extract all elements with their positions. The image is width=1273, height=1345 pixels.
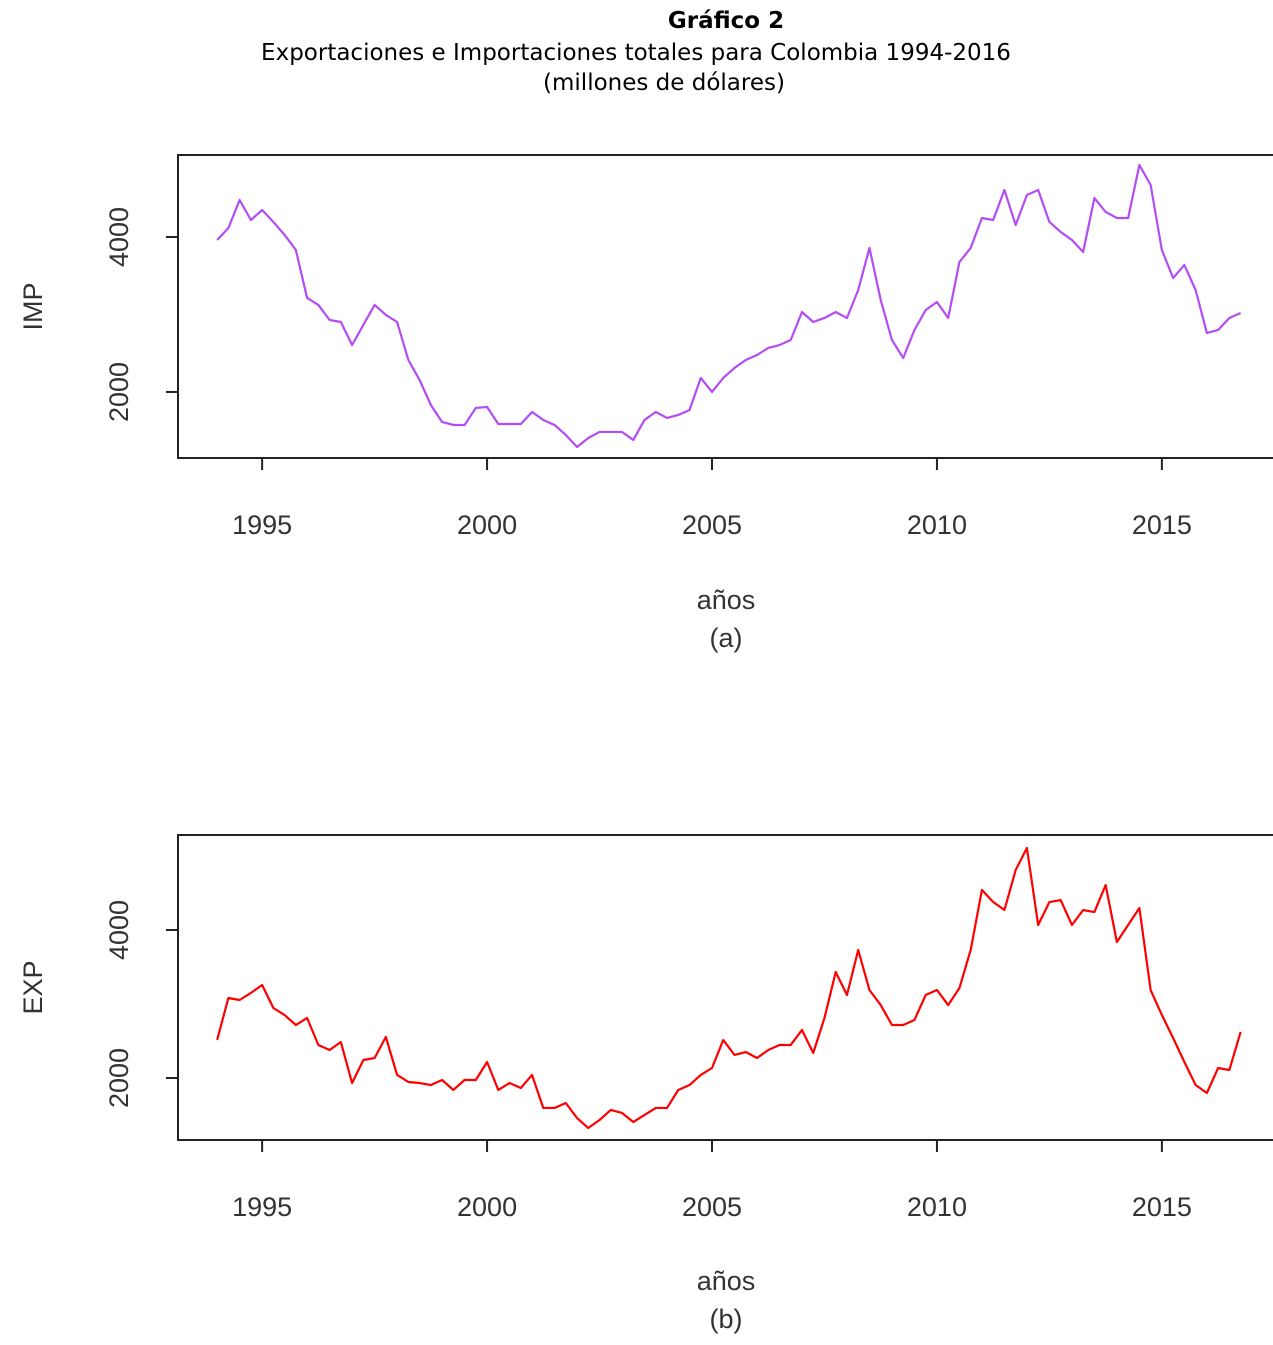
y-tick-label: 2000 — [104, 1048, 134, 1108]
x-axis-label: años — [697, 1266, 756, 1296]
x-tick-label: 2010 — [907, 510, 967, 540]
figure-subtitle: Exportaciones e Importaciones totales pa… — [261, 40, 1011, 66]
panel-caption: (b) — [710, 1304, 743, 1334]
y-axis-label: IMP — [18, 282, 48, 330]
x-tick-label: 2000 — [457, 1192, 517, 1222]
x-tick-label: 1995 — [232, 1192, 292, 1222]
y-axis-label: EXP — [18, 960, 48, 1014]
x-tick-label: 2015 — [1132, 510, 1192, 540]
data-line — [216, 163, 1242, 449]
x-tick-label: 2015 — [1132, 1192, 1192, 1222]
panel-caption: (a) — [710, 623, 743, 653]
y-tick-label: 2000 — [104, 362, 134, 422]
data-line — [216, 846, 1242, 1130]
x-tick-label: 2010 — [907, 1192, 967, 1222]
y-tick-label: 4000 — [104, 900, 134, 960]
x-axis-label: años — [697, 585, 756, 615]
plot-frame — [177, 834, 1273, 1141]
figure-subtitle: (millones de dólares) — [543, 70, 785, 96]
plot-frame — [177, 154, 1273, 459]
x-tick-label: 1995 — [232, 510, 292, 540]
y-tick-label: 4000 — [104, 207, 134, 267]
x-tick-label: 2000 — [457, 510, 517, 540]
figure-title: Gráfico 2 — [668, 8, 784, 34]
x-tick-label: 2005 — [682, 510, 742, 540]
x-tick-label: 2005 — [682, 1192, 742, 1222]
